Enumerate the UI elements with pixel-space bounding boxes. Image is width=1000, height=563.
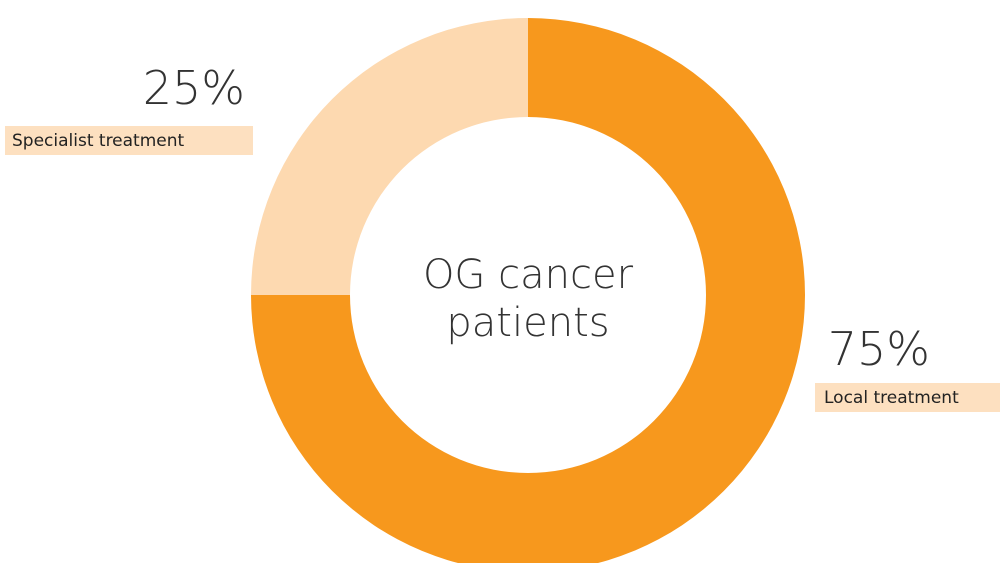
category-label-box bbox=[815, 383, 1000, 412]
value-label: 25% bbox=[143, 61, 245, 115]
category-label-box bbox=[5, 126, 253, 155]
center-text: OG cancer bbox=[423, 252, 634, 298]
category-label: Local treatment bbox=[824, 388, 959, 408]
center-text: patients bbox=[446, 300, 609, 346]
donut-slice bbox=[251, 18, 805, 563]
category-label: Specialist treatment bbox=[12, 131, 185, 151]
value-label: 75% bbox=[828, 322, 930, 376]
donut-slice bbox=[251, 18, 528, 295]
